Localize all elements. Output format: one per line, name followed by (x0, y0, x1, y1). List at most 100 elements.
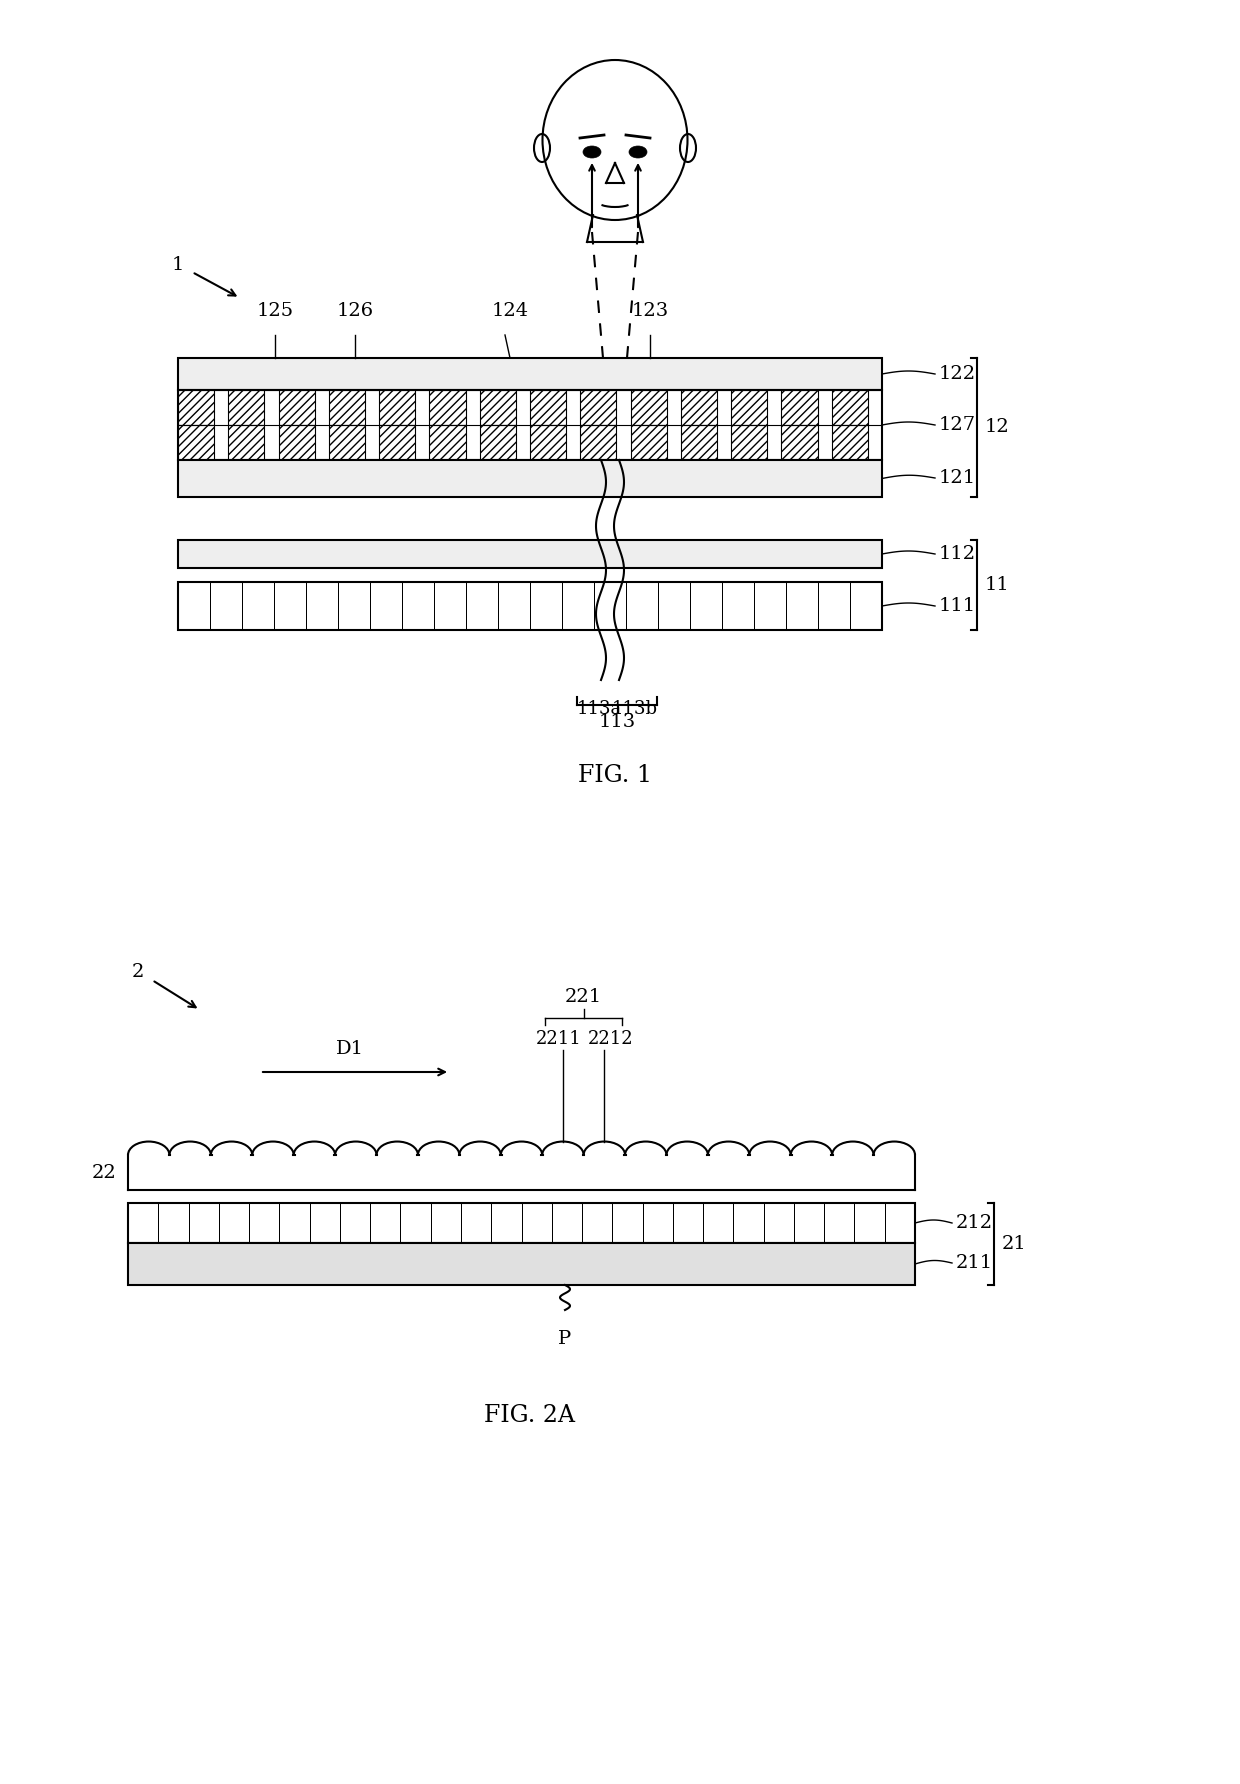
Bar (329, 391, 365, 425)
Bar (279, 391, 315, 425)
Bar (529, 425, 567, 460)
Bar (279, 425, 315, 460)
Bar (128, 1202, 159, 1243)
Bar (179, 391, 215, 425)
Bar (430, 1202, 461, 1243)
Text: 2211: 2211 (536, 1029, 582, 1047)
Bar (631, 425, 667, 460)
Bar (371, 1202, 401, 1243)
Bar (179, 582, 210, 630)
Bar (179, 391, 215, 425)
Bar (626, 582, 658, 630)
Bar (480, 425, 516, 460)
Bar (681, 391, 717, 425)
Bar (466, 582, 498, 630)
Bar (340, 1202, 371, 1243)
Bar (631, 425, 667, 460)
Text: 124: 124 (491, 301, 528, 319)
Text: 1: 1 (172, 255, 185, 275)
Bar (681, 425, 717, 460)
Bar (329, 425, 365, 460)
Text: FIG. 2A: FIG. 2A (485, 1404, 575, 1427)
Bar (429, 391, 466, 425)
Bar (128, 1154, 915, 1190)
Text: 121: 121 (939, 469, 976, 487)
Bar (401, 1202, 430, 1243)
Bar (179, 425, 215, 460)
Bar (552, 1202, 582, 1243)
Bar (529, 425, 567, 460)
Bar (128, 1202, 915, 1243)
Bar (658, 582, 689, 630)
Bar (781, 391, 817, 425)
Bar (703, 1202, 733, 1243)
Bar (594, 582, 626, 630)
Bar (491, 1202, 522, 1243)
Bar (825, 1202, 854, 1243)
Bar (429, 425, 466, 460)
Bar (580, 391, 616, 425)
Bar (329, 425, 365, 460)
Text: 122: 122 (939, 366, 976, 384)
Text: 2212: 2212 (588, 1029, 634, 1047)
Text: 113: 113 (599, 714, 636, 731)
Bar (218, 1202, 249, 1243)
Bar (498, 582, 529, 630)
Bar (429, 425, 466, 460)
Bar (329, 391, 365, 425)
Bar (580, 425, 616, 460)
Bar (310, 1202, 340, 1243)
Bar (689, 582, 722, 630)
Bar (402, 582, 434, 630)
Bar (529, 582, 562, 630)
Bar (242, 582, 274, 630)
Bar (794, 1202, 825, 1243)
Text: 212: 212 (956, 1213, 993, 1233)
Text: 12: 12 (985, 419, 1009, 437)
Text: 21: 21 (1002, 1235, 1027, 1252)
Bar (210, 582, 242, 630)
Bar (522, 1202, 552, 1243)
Bar (529, 391, 567, 425)
Bar (722, 582, 754, 630)
Bar (580, 425, 616, 460)
Text: 113a: 113a (577, 699, 621, 717)
Text: 127: 127 (939, 416, 976, 434)
Bar (580, 391, 616, 425)
Bar (379, 391, 415, 425)
Ellipse shape (629, 146, 647, 159)
Bar (179, 425, 215, 460)
Bar (673, 1202, 703, 1243)
Bar (228, 425, 264, 460)
Bar (754, 582, 786, 630)
Text: 123: 123 (631, 301, 668, 319)
Bar (818, 582, 849, 630)
Bar (228, 425, 264, 460)
Bar (849, 582, 882, 630)
Bar (582, 1202, 613, 1243)
Bar (179, 359, 882, 391)
Bar (781, 425, 817, 460)
Text: 2: 2 (131, 963, 144, 981)
Bar (733, 1202, 764, 1243)
Bar (279, 391, 315, 425)
Text: 111: 111 (939, 598, 976, 615)
Bar (188, 1202, 218, 1243)
Ellipse shape (583, 146, 601, 159)
Bar (480, 391, 516, 425)
Bar (732, 391, 768, 425)
Bar (179, 582, 882, 630)
Bar (529, 391, 567, 425)
Text: P: P (558, 1331, 572, 1349)
Bar (228, 391, 264, 425)
Text: 113b: 113b (613, 699, 658, 717)
Bar (732, 391, 768, 425)
Bar (379, 425, 415, 460)
Bar (279, 1202, 310, 1243)
Text: 22: 22 (92, 1163, 117, 1181)
Bar (681, 425, 717, 460)
Bar (434, 582, 466, 630)
Bar (631, 391, 667, 425)
Bar (681, 391, 717, 425)
Bar (613, 1202, 642, 1243)
